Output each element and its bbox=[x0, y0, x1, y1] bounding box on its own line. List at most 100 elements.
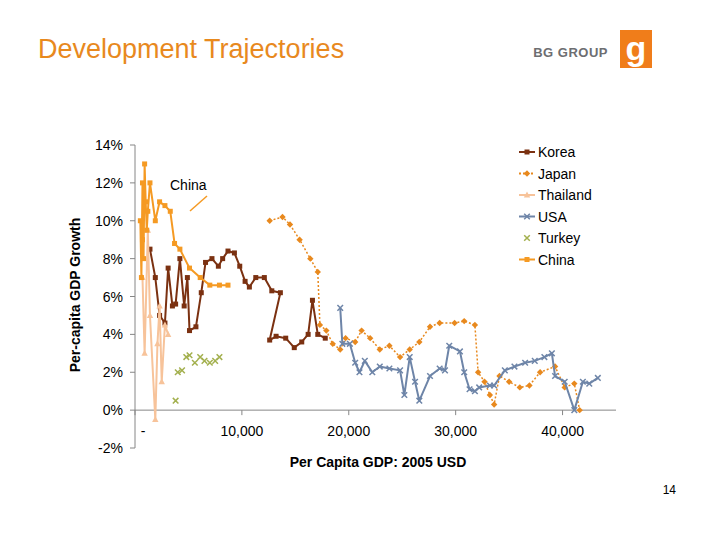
point bbox=[402, 392, 408, 398]
point bbox=[542, 354, 548, 360]
logo-mark: g bbox=[626, 29, 647, 67]
point bbox=[143, 199, 148, 204]
y-tick bbox=[130, 220, 135, 221]
point bbox=[140, 237, 145, 242]
logo-box bbox=[620, 30, 652, 68]
point bbox=[187, 352, 193, 358]
point bbox=[299, 339, 304, 344]
point bbox=[153, 275, 158, 280]
point bbox=[427, 324, 433, 330]
point bbox=[357, 369, 363, 375]
title: Development Trajectories bbox=[38, 34, 344, 64]
series-turkey bbox=[173, 352, 222, 403]
point bbox=[274, 334, 279, 339]
page-number: 14 bbox=[663, 483, 677, 497]
point bbox=[153, 218, 158, 223]
point bbox=[491, 383, 497, 389]
point bbox=[247, 285, 252, 290]
x-tick bbox=[562, 410, 563, 415]
point bbox=[220, 256, 225, 261]
point bbox=[142, 161, 147, 166]
series-japan bbox=[266, 214, 582, 414]
point bbox=[253, 275, 258, 280]
point bbox=[461, 318, 467, 324]
y-tick-label: 10% bbox=[95, 213, 123, 229]
point bbox=[537, 369, 543, 375]
y-tick-label: 4% bbox=[103, 326, 123, 342]
point bbox=[562, 379, 568, 385]
point bbox=[437, 366, 443, 372]
point bbox=[203, 260, 208, 265]
point bbox=[526, 382, 532, 388]
annotation: China bbox=[170, 177, 207, 193]
point bbox=[487, 392, 493, 398]
point bbox=[198, 275, 203, 280]
y-tick-label: 14% bbox=[95, 137, 123, 153]
point bbox=[266, 218, 272, 224]
series-line bbox=[142, 230, 168, 419]
point bbox=[552, 373, 558, 379]
x-tick bbox=[241, 410, 242, 415]
y-tick-label: 12% bbox=[95, 175, 123, 191]
point bbox=[446, 343, 452, 349]
point bbox=[283, 336, 288, 341]
point bbox=[237, 264, 242, 269]
point bbox=[140, 180, 145, 185]
point bbox=[315, 269, 321, 275]
y-tick bbox=[130, 334, 135, 335]
legend: KoreaJapanThailandUSATurkeyChina bbox=[519, 144, 592, 268]
point bbox=[517, 384, 523, 390]
y-tick-label: 8% bbox=[103, 251, 123, 267]
x-tick bbox=[135, 410, 136, 415]
x-tick-label: 40,000 bbox=[541, 423, 584, 439]
point bbox=[377, 364, 383, 370]
y-tick-label: 6% bbox=[103, 289, 123, 305]
point bbox=[168, 209, 173, 214]
point bbox=[187, 266, 192, 271]
x-tick-label: 20,000 bbox=[327, 423, 370, 439]
point bbox=[287, 221, 293, 227]
point bbox=[337, 346, 343, 352]
point bbox=[580, 379, 586, 385]
point bbox=[179, 368, 185, 374]
x-axis-title: Per Capita GDP: 2005 USD bbox=[290, 454, 467, 470]
point bbox=[267, 338, 272, 343]
point bbox=[199, 290, 204, 295]
point bbox=[387, 366, 393, 372]
point bbox=[352, 339, 358, 345]
x-axis bbox=[135, 410, 616, 411]
logo-text: BG GROUP bbox=[533, 45, 608, 60]
y-tick bbox=[130, 410, 135, 411]
slide: Development TrajectoriesBG GROUPg14-2%0%… bbox=[0, 0, 720, 540]
series-line bbox=[140, 164, 228, 285]
point bbox=[317, 322, 323, 328]
legend-marker bbox=[524, 192, 530, 198]
point bbox=[307, 255, 313, 261]
series-line bbox=[340, 308, 598, 410]
point bbox=[279, 214, 285, 220]
legend-marker bbox=[524, 170, 530, 176]
point bbox=[166, 266, 171, 271]
legend-marker bbox=[524, 235, 530, 241]
point bbox=[154, 340, 160, 346]
y-tick-label: 2% bbox=[103, 364, 123, 380]
point bbox=[506, 379, 512, 385]
point bbox=[472, 322, 478, 328]
point bbox=[165, 331, 171, 337]
point bbox=[347, 341, 353, 347]
point bbox=[595, 375, 601, 381]
point bbox=[157, 199, 162, 204]
point bbox=[377, 346, 383, 352]
point bbox=[461, 369, 467, 375]
point bbox=[269, 288, 274, 293]
point bbox=[475, 369, 481, 375]
point bbox=[427, 373, 433, 379]
point bbox=[549, 351, 555, 357]
point bbox=[173, 302, 178, 307]
point bbox=[207, 360, 213, 366]
point bbox=[306, 332, 311, 337]
point bbox=[512, 364, 518, 370]
point bbox=[182, 303, 187, 308]
point bbox=[139, 274, 145, 280]
point bbox=[217, 283, 222, 288]
